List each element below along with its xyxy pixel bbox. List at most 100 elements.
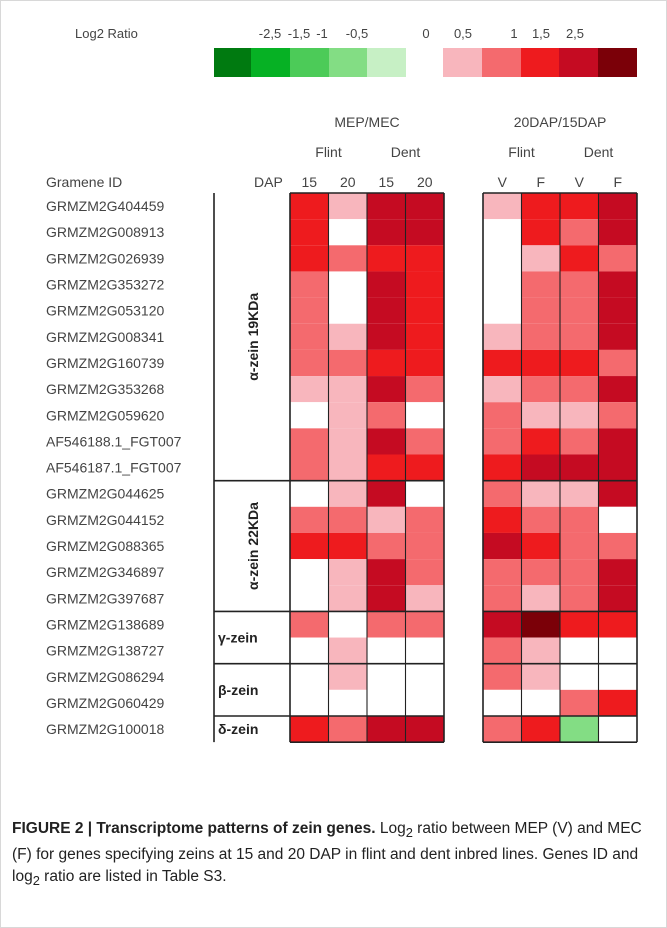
heatmap-cell — [290, 663, 329, 690]
heatmap-cell — [521, 349, 560, 377]
column-group-label: Dent — [584, 144, 614, 160]
heatmap-cell — [598, 532, 637, 560]
heatmap-cell — [483, 454, 522, 481]
heatmap-cell — [367, 428, 406, 455]
heatmap-cell — [367, 532, 406, 560]
row-label: GRMZM2G060429 — [46, 695, 164, 711]
legend-tick-label: 1 — [510, 26, 517, 41]
heatmap-cell — [328, 428, 367, 455]
heatmap-cell — [521, 193, 560, 220]
heatmap-cell — [405, 611, 444, 638]
heatmap-cell — [521, 297, 560, 324]
heatmap-cell — [560, 402, 599, 429]
heatmap-cell — [483, 637, 522, 664]
heatmap-cell — [483, 663, 522, 690]
legend-swatch — [329, 48, 368, 77]
heatmap-cell — [483, 532, 522, 560]
heatmap-cell — [560, 271, 599, 298]
heatmap-cell — [367, 323, 406, 350]
row-group-label: α-zein 19KDa — [245, 293, 261, 381]
heatmap-cell — [483, 506, 522, 533]
row-label: GRMZM2G138727 — [46, 643, 164, 659]
heatmap-cell — [405, 402, 444, 429]
heatmap-cell — [367, 193, 406, 220]
heatmap-cell — [328, 637, 367, 664]
heatmap-cells — [289, 192, 638, 743]
heatmap-cell — [598, 506, 637, 533]
row-group-label: γ-zein — [218, 630, 258, 646]
heatmap-cell — [598, 376, 637, 403]
row-label: GRMZM2G053120 — [46, 303, 164, 319]
legend-swatch — [443, 48, 482, 77]
heatmap-cell — [521, 585, 560, 612]
heatmap-cell — [290, 271, 329, 298]
heatmap-cell — [598, 402, 637, 429]
heatmap-cell — [521, 219, 560, 246]
heatmap-cell — [328, 506, 367, 533]
heatmap-cell — [521, 559, 560, 586]
heatmap-cell — [367, 506, 406, 533]
heatmap-cell — [328, 689, 367, 716]
legend-tick-label: -1 — [316, 26, 328, 41]
row-group-labels: α-zein 19KDa α-zein 22KDa γ-zein β-zein δ-ze… — [213, 193, 637, 743]
legend-swatch — [367, 48, 406, 77]
heatmap-cell — [290, 245, 329, 272]
heatmap-cell — [521, 245, 560, 272]
heatmap-cell — [560, 297, 599, 324]
column-label: 15 — [301, 174, 317, 190]
heatmap-cell — [598, 585, 637, 612]
panel-title: MEP/MEC — [334, 114, 399, 130]
heatmap-cell — [290, 376, 329, 403]
row-label: GRMZM2G353272 — [46, 277, 164, 293]
heatmap-cell — [328, 297, 367, 324]
row-label: GRMZM2G059620 — [46, 407, 164, 423]
heatmap-cell — [367, 271, 406, 298]
heatmap-cell — [290, 611, 329, 638]
heatmap-cell — [405, 663, 444, 690]
row-labels: GRMZM2G404459 GRMZM2G008913 GRMZM2G026939 G… — [46, 198, 182, 737]
heatmap-cell — [367, 245, 406, 272]
row-group-label: δ-zein — [218, 721, 258, 737]
heatmap-cell — [405, 506, 444, 533]
heatmap-cell — [560, 585, 599, 612]
row-label: GRMZM2G088365 — [46, 538, 164, 554]
heatmap-cell — [560, 454, 599, 481]
heatmap-cell — [598, 193, 637, 220]
heatmap-cell — [560, 219, 599, 246]
heatmap-cell — [483, 323, 522, 350]
heatmap-cell — [560, 245, 599, 272]
heatmap-cell — [405, 716, 444, 743]
heatmap-cell — [405, 219, 444, 246]
heatmap-cell — [328, 532, 367, 560]
heatmap-cell — [560, 532, 599, 560]
heatmap-cell — [405, 349, 444, 377]
caption-label: FIGURE 2 | Transcriptome patterns of zei… — [12, 820, 376, 837]
heatmap-cell — [521, 402, 560, 429]
heatmap-cell — [598, 349, 637, 377]
heatmap-cell — [290, 689, 329, 716]
legend-tick-label: 0,5 — [454, 26, 472, 41]
column-group-label: Flint — [508, 144, 535, 160]
legend-swatch — [482, 48, 521, 77]
heatmap-cell — [290, 454, 329, 481]
heatmap-cell — [328, 323, 367, 350]
heatmap-cell — [560, 637, 599, 664]
heatmap-cell — [367, 454, 406, 481]
heatmap-cell — [328, 454, 367, 481]
heatmap-cell — [483, 428, 522, 455]
column-group-label: Flint — [315, 144, 342, 160]
heatmap-cell — [290, 402, 329, 429]
legend-swatch — [214, 48, 253, 77]
caption-sub-2: 2 — [32, 873, 40, 889]
heatmap-cell — [560, 611, 599, 638]
heatmap-cell — [521, 637, 560, 664]
heatmap-cell — [598, 219, 637, 246]
heatmap-cell — [290, 532, 329, 560]
heatmap-cell — [290, 323, 329, 350]
heatmap-cell — [290, 559, 329, 586]
heatmap-cell — [290, 297, 329, 324]
caption-text-3: ratio are listed in Table S3. — [39, 868, 227, 886]
heatmap-cell — [405, 245, 444, 272]
column-label: F — [536, 174, 545, 190]
